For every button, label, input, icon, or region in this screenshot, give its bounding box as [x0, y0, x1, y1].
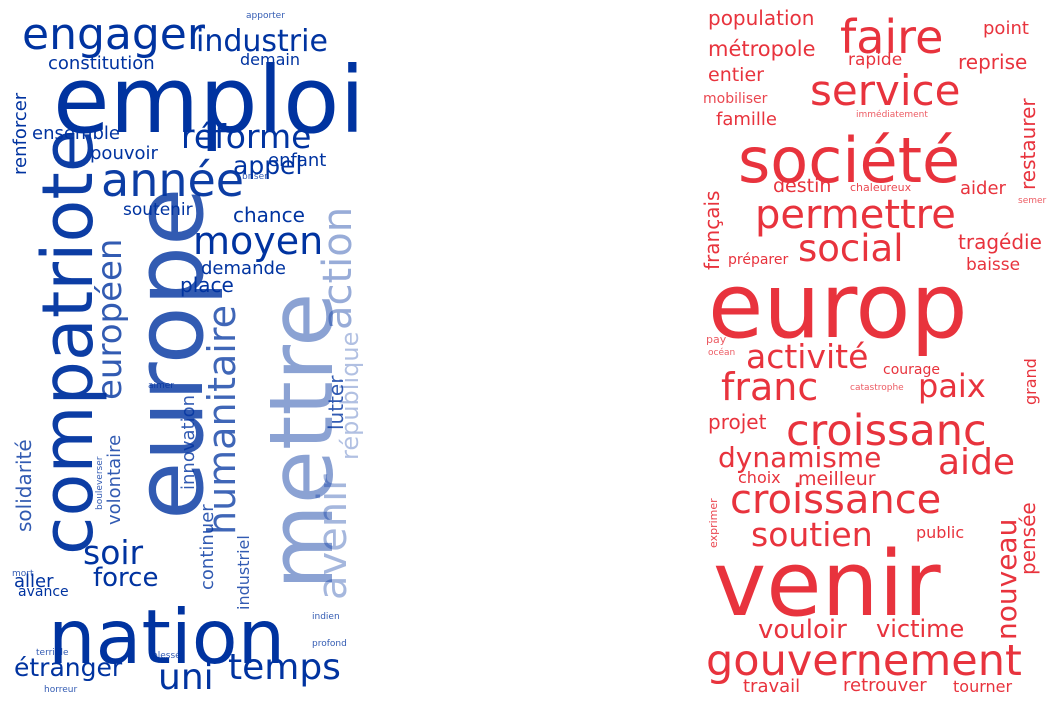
- word-left-blesse: blessé: [152, 651, 181, 661]
- word-left-demain: demain: [240, 50, 300, 69]
- word-left-industriel: industriel: [234, 535, 253, 610]
- word-left-pouvoir: pouvoir: [90, 143, 158, 164]
- word-left-terrible: terrible: [36, 648, 69, 658]
- word-left-annee: année: [101, 153, 245, 207]
- word-right-choix: choix: [738, 468, 781, 487]
- word-right-dynamisme: dynamisme: [718, 441, 882, 474]
- word-right-entier: entier: [708, 64, 764, 86]
- word-right-societe: société: [738, 124, 961, 197]
- word-right-metropole: métropole: [708, 37, 816, 61]
- word-left-soutenir: soutenir: [123, 200, 193, 220]
- word-left-volontaire: volontaire: [104, 434, 125, 525]
- word-right-pay: pay: [706, 333, 727, 346]
- word-right-reprise: reprise: [958, 50, 1028, 74]
- word-right-social: social: [798, 227, 904, 270]
- word-right-chaleureux: chaleureux: [850, 181, 912, 194]
- word-left-engager: engager: [22, 9, 205, 60]
- word-right-europ: europ: [708, 254, 968, 359]
- word-left-innovation: innovation: [178, 395, 199, 490]
- word-right-faire: faire: [840, 10, 944, 64]
- word-right-croissanc: croissanc: [786, 406, 987, 456]
- word-right-immediatement: immédiatement: [856, 110, 928, 120]
- word-left-lutter: lutter: [324, 375, 348, 430]
- word-left-bouleverser: bouleverser: [95, 456, 105, 510]
- word-left-temps: temps: [228, 647, 341, 688]
- word-left-mort: mort: [12, 569, 34, 579]
- word-right-victime: victime: [876, 615, 965, 643]
- word-left-avance: avance: [18, 584, 69, 600]
- word-right-vouloir: vouloir: [758, 615, 847, 645]
- word-left-aller: aller: [14, 571, 54, 592]
- word-left-emploi: emploi: [53, 47, 366, 154]
- word-right-population: population: [708, 6, 815, 30]
- word-right-retrouver: retrouver: [843, 675, 927, 696]
- word-right-gouvernement: gouvernement: [706, 636, 1022, 686]
- word-right-exprimer: exprimer: [707, 498, 720, 548]
- word-left-ensemble: ensemble: [32, 123, 120, 144]
- word-left-profond: profond: [312, 639, 347, 649]
- word-right-point: point: [983, 18, 1029, 39]
- word-right-tourner: tourner: [953, 677, 1013, 696]
- word-left-humanitaire: humanitaire: [200, 304, 244, 535]
- word-right-paix: paix: [918, 367, 986, 405]
- word-left-soir: soir: [83, 533, 144, 572]
- word-left-horreur: horreur: [44, 685, 78, 695]
- word-right-baisse: baisse: [966, 255, 1021, 275]
- word-left-force: force: [93, 563, 159, 593]
- word-right-destin: destin: [773, 175, 832, 197]
- word-right-tragedie: tragédie: [958, 230, 1042, 254]
- word-right-pensee: pensée: [1016, 502, 1040, 575]
- word-right-restaurer: restaurer: [1016, 98, 1040, 190]
- word-left-apporter: apporter: [246, 11, 285, 21]
- word-right-rapide: rapide: [848, 50, 903, 70]
- word-left-indien: indien: [312, 612, 340, 622]
- word-right-courage: courage: [883, 362, 940, 378]
- word-right-service: service: [810, 66, 961, 115]
- word-right-preparer: préparer: [728, 252, 789, 268]
- word-right-permettre: permettre: [755, 192, 956, 238]
- word-right-venir: venir: [713, 532, 941, 637]
- word-right-grand: grand: [1021, 358, 1040, 405]
- word-left-place: place: [180, 273, 234, 297]
- word-left-renforcer: renforcer: [10, 92, 31, 175]
- word-left-enfant: enfant: [268, 150, 327, 171]
- word-right-catastrophe: catastrophe: [850, 383, 904, 393]
- word-left-constitution: constitution: [48, 53, 155, 74]
- word-right-soutien: soutien: [751, 515, 873, 554]
- word-left-demande: demande: [201, 258, 286, 279]
- word-left-briser: briser: [242, 172, 268, 182]
- word-left-chance: chance: [233, 203, 305, 227]
- word-left-action: action: [315, 206, 361, 330]
- word-right-projet: projet: [708, 410, 767, 434]
- word-right-famille: famille: [716, 109, 777, 130]
- word-right-semer: semer: [1018, 196, 1047, 206]
- word-right-travail: travail: [743, 676, 801, 697]
- word-left-reforme: réforme: [181, 117, 312, 156]
- word-left-nation: nation: [48, 593, 286, 681]
- word-cloud-right: europ venir société permettre faire service so…: [698, 0, 1052, 700]
- word-right-mobiliser: mobiliser: [703, 91, 768, 107]
- word-left-solidarite: solidarité: [12, 439, 36, 532]
- word-right-francais: français: [700, 190, 724, 270]
- word-left-avenir: avenir: [310, 474, 356, 600]
- word-left-moyen: moyen: [193, 219, 324, 263]
- word-cloud-left: emploi europe nation compatriote mettre année…: [8, 0, 366, 700]
- word-left-industrie: industrie: [196, 24, 328, 59]
- word-left-uni: uni: [158, 657, 214, 698]
- word-right-meilleur: meilleur: [798, 468, 876, 490]
- word-right-aider: aider: [960, 178, 1006, 199]
- word-left-aimer: aimer: [148, 381, 175, 391]
- word-left-etranger: étranger: [14, 653, 123, 682]
- word-right-ocean: océan: [708, 348, 736, 358]
- word-right-public: public: [916, 523, 965, 542]
- word-left-europeen: européen: [90, 238, 130, 400]
- word-left-appel: appel: [233, 151, 303, 180]
- word-right-aide: aide: [938, 442, 1016, 483]
- word-right-activite: activité: [746, 337, 869, 376]
- word-right-franc: franc: [721, 365, 819, 409]
- word-right-croissance: croissance: [730, 477, 942, 523]
- word-left-continuer: continuer: [197, 504, 218, 590]
